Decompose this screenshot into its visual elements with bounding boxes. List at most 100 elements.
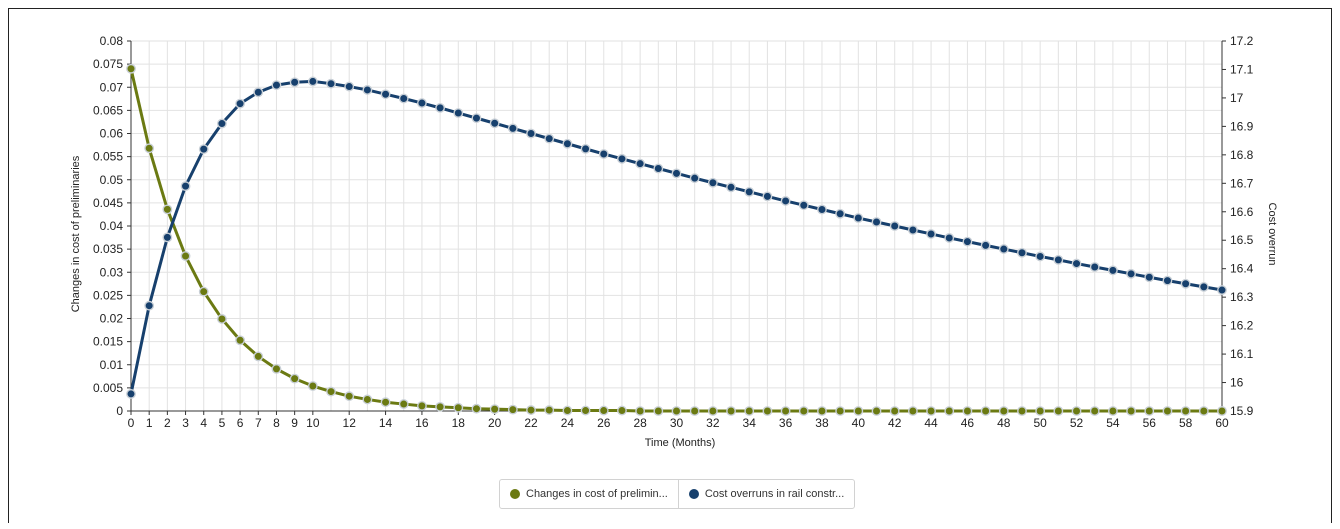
x-tick-label: 18 <box>452 416 466 430</box>
y-tick-label-left: 0 <box>116 404 123 418</box>
series-layer <box>126 63 1227 416</box>
data-point-preliminaries <box>398 399 409 409</box>
data-point-preliminaries <box>217 314 227 324</box>
data-point-cost-overruns <box>1035 251 1046 262</box>
data-point-cost-overruns <box>307 76 318 87</box>
data-point-preliminaries <box>562 405 573 416</box>
data-point-cost-overruns <box>598 149 609 159</box>
data-point-cost-overruns <box>817 204 827 215</box>
data-point-preliminaries <box>671 406 682 416</box>
y-tick-label-left: 0.065 <box>93 103 123 117</box>
y-tick-label-left: 0.055 <box>93 150 123 164</box>
data-point-preliminaries <box>635 406 646 416</box>
data-point-cost-overruns <box>362 85 373 95</box>
data-point-cost-overruns <box>835 208 846 219</box>
data-point-preliminaries <box>235 335 246 346</box>
data-point-preliminaries <box>1180 406 1191 416</box>
data-point-cost-overruns <box>998 244 1009 254</box>
x-tick-label: 8 <box>273 416 280 430</box>
x-tick-label: 52 <box>1070 416 1084 430</box>
data-point-preliminaries <box>780 406 791 416</box>
x-tick-label: 14 <box>379 416 393 430</box>
data-point-cost-overruns <box>562 138 573 149</box>
y-tick-label-right: 17 <box>1230 91 1244 105</box>
data-point-cost-overruns <box>471 113 482 124</box>
data-point-preliminaries <box>198 286 209 297</box>
data-point-cost-overruns <box>180 181 191 192</box>
y-tick-label-right: 15.9 <box>1230 404 1254 418</box>
data-point-preliminaries <box>907 406 918 416</box>
data-point-preliminaries <box>344 391 355 402</box>
data-point-preliminaries <box>1198 406 1209 416</box>
data-point-preliminaries <box>1089 406 1100 416</box>
x-tick-label: 16 <box>415 416 429 430</box>
y-tick-label-right: 16.3 <box>1230 290 1254 304</box>
data-point-cost-overruns <box>1217 285 1227 295</box>
data-point-cost-overruns <box>1198 282 1209 292</box>
data-point-cost-overruns <box>762 191 773 202</box>
axes: 0 0.005 0.01 0.015 0.02 0.025 0.03 0.035 0.04 0.0… <box>93 34 1254 430</box>
data-point-cost-overruns <box>962 236 973 247</box>
data-point-cost-overruns <box>526 128 536 139</box>
x-tick-label: 34 <box>743 416 757 430</box>
data-point-preliminaries <box>598 405 609 416</box>
x-tick-label: 10 <box>306 416 320 430</box>
y-tick-label-left: 0.02 <box>100 312 124 326</box>
data-point-cost-overruns <box>707 177 718 188</box>
data-point-preliminaries <box>489 404 500 415</box>
x-tick-label: 9 <box>291 416 298 430</box>
x-tick-label: 1 <box>146 416 153 430</box>
data-point-cost-overruns <box>853 213 864 223</box>
x-tick-label: 40 <box>852 416 866 430</box>
data-point-cost-overruns <box>217 118 227 129</box>
legend-marker-preliminaries <box>510 489 520 499</box>
y-tick-label-left: 0.015 <box>93 335 123 349</box>
data-point-cost-overruns <box>398 93 409 104</box>
data-point-cost-overruns <box>162 232 173 243</box>
y-tick-label-left: 0.05 <box>100 173 124 187</box>
data-point-cost-overruns <box>1053 254 1064 265</box>
data-point-cost-overruns <box>253 87 264 98</box>
data-point-preliminaries <box>980 406 991 416</box>
data-point-cost-overruns <box>726 182 736 193</box>
chart-frame: 0 0.005 0.01 0.015 0.02 0.025 0.03 0.035 0.04 0.0… <box>8 8 1332 523</box>
legend-item-preliminaries[interactable]: Changes in cost of prelimin... <box>500 480 678 508</box>
data-point-preliminaries <box>1144 406 1155 416</box>
data-point-preliminaries <box>1217 406 1227 416</box>
data-point-preliminaries <box>417 401 427 411</box>
data-point-preliminaries <box>707 406 718 416</box>
data-point-preliminaries <box>1108 406 1118 416</box>
data-point-cost-overruns <box>1144 272 1155 283</box>
data-point-preliminaries <box>307 381 318 391</box>
x-tick-label: 2 <box>164 416 171 430</box>
data-point-cost-overruns <box>671 168 682 179</box>
data-point-preliminaries <box>326 386 336 397</box>
y-tick-label-left: 0.025 <box>93 288 123 302</box>
data-point-cost-overruns <box>453 108 464 118</box>
legend-label-preliminaries: Changes in cost of prelimin... <box>526 488 668 500</box>
y-tick-label-left: 0.06 <box>100 127 124 141</box>
legend-marker-cost-overruns <box>688 489 699 499</box>
data-point-cost-overruns <box>380 89 391 100</box>
legend-item-cost-overruns[interactable]: Cost overruns in rail constr... <box>677 480 854 508</box>
data-point-cost-overruns <box>980 240 991 251</box>
data-point-preliminaries <box>1035 406 1046 416</box>
y-tick-label-right: 16.9 <box>1230 119 1254 133</box>
data-point-preliminaries <box>544 405 555 415</box>
data-point-cost-overruns <box>344 81 355 92</box>
data-point-cost-overruns <box>798 200 809 211</box>
x-tick-label: 60 <box>1215 416 1229 430</box>
data-point-preliminaries <box>817 406 827 416</box>
x-tick-label: 20 <box>488 416 502 430</box>
line-chart: 0 0.005 0.01 0.015 0.02 0.025 0.03 0.035 0.04 0.0… <box>70 34 1278 449</box>
data-point-preliminaries <box>289 373 300 384</box>
y-tick-label-left: 0.04 <box>100 219 124 233</box>
x-tick-label: 24 <box>561 416 575 430</box>
data-point-cost-overruns <box>235 98 246 109</box>
data-point-preliminaries <box>1017 406 1027 416</box>
data-point-cost-overruns <box>544 133 555 144</box>
legend-label-cost-overruns: Cost overruns in rail constr... <box>704 488 845 500</box>
data-point-cost-overruns <box>489 118 500 129</box>
data-point-preliminaries <box>453 402 464 413</box>
data-point-cost-overruns <box>780 196 791 206</box>
